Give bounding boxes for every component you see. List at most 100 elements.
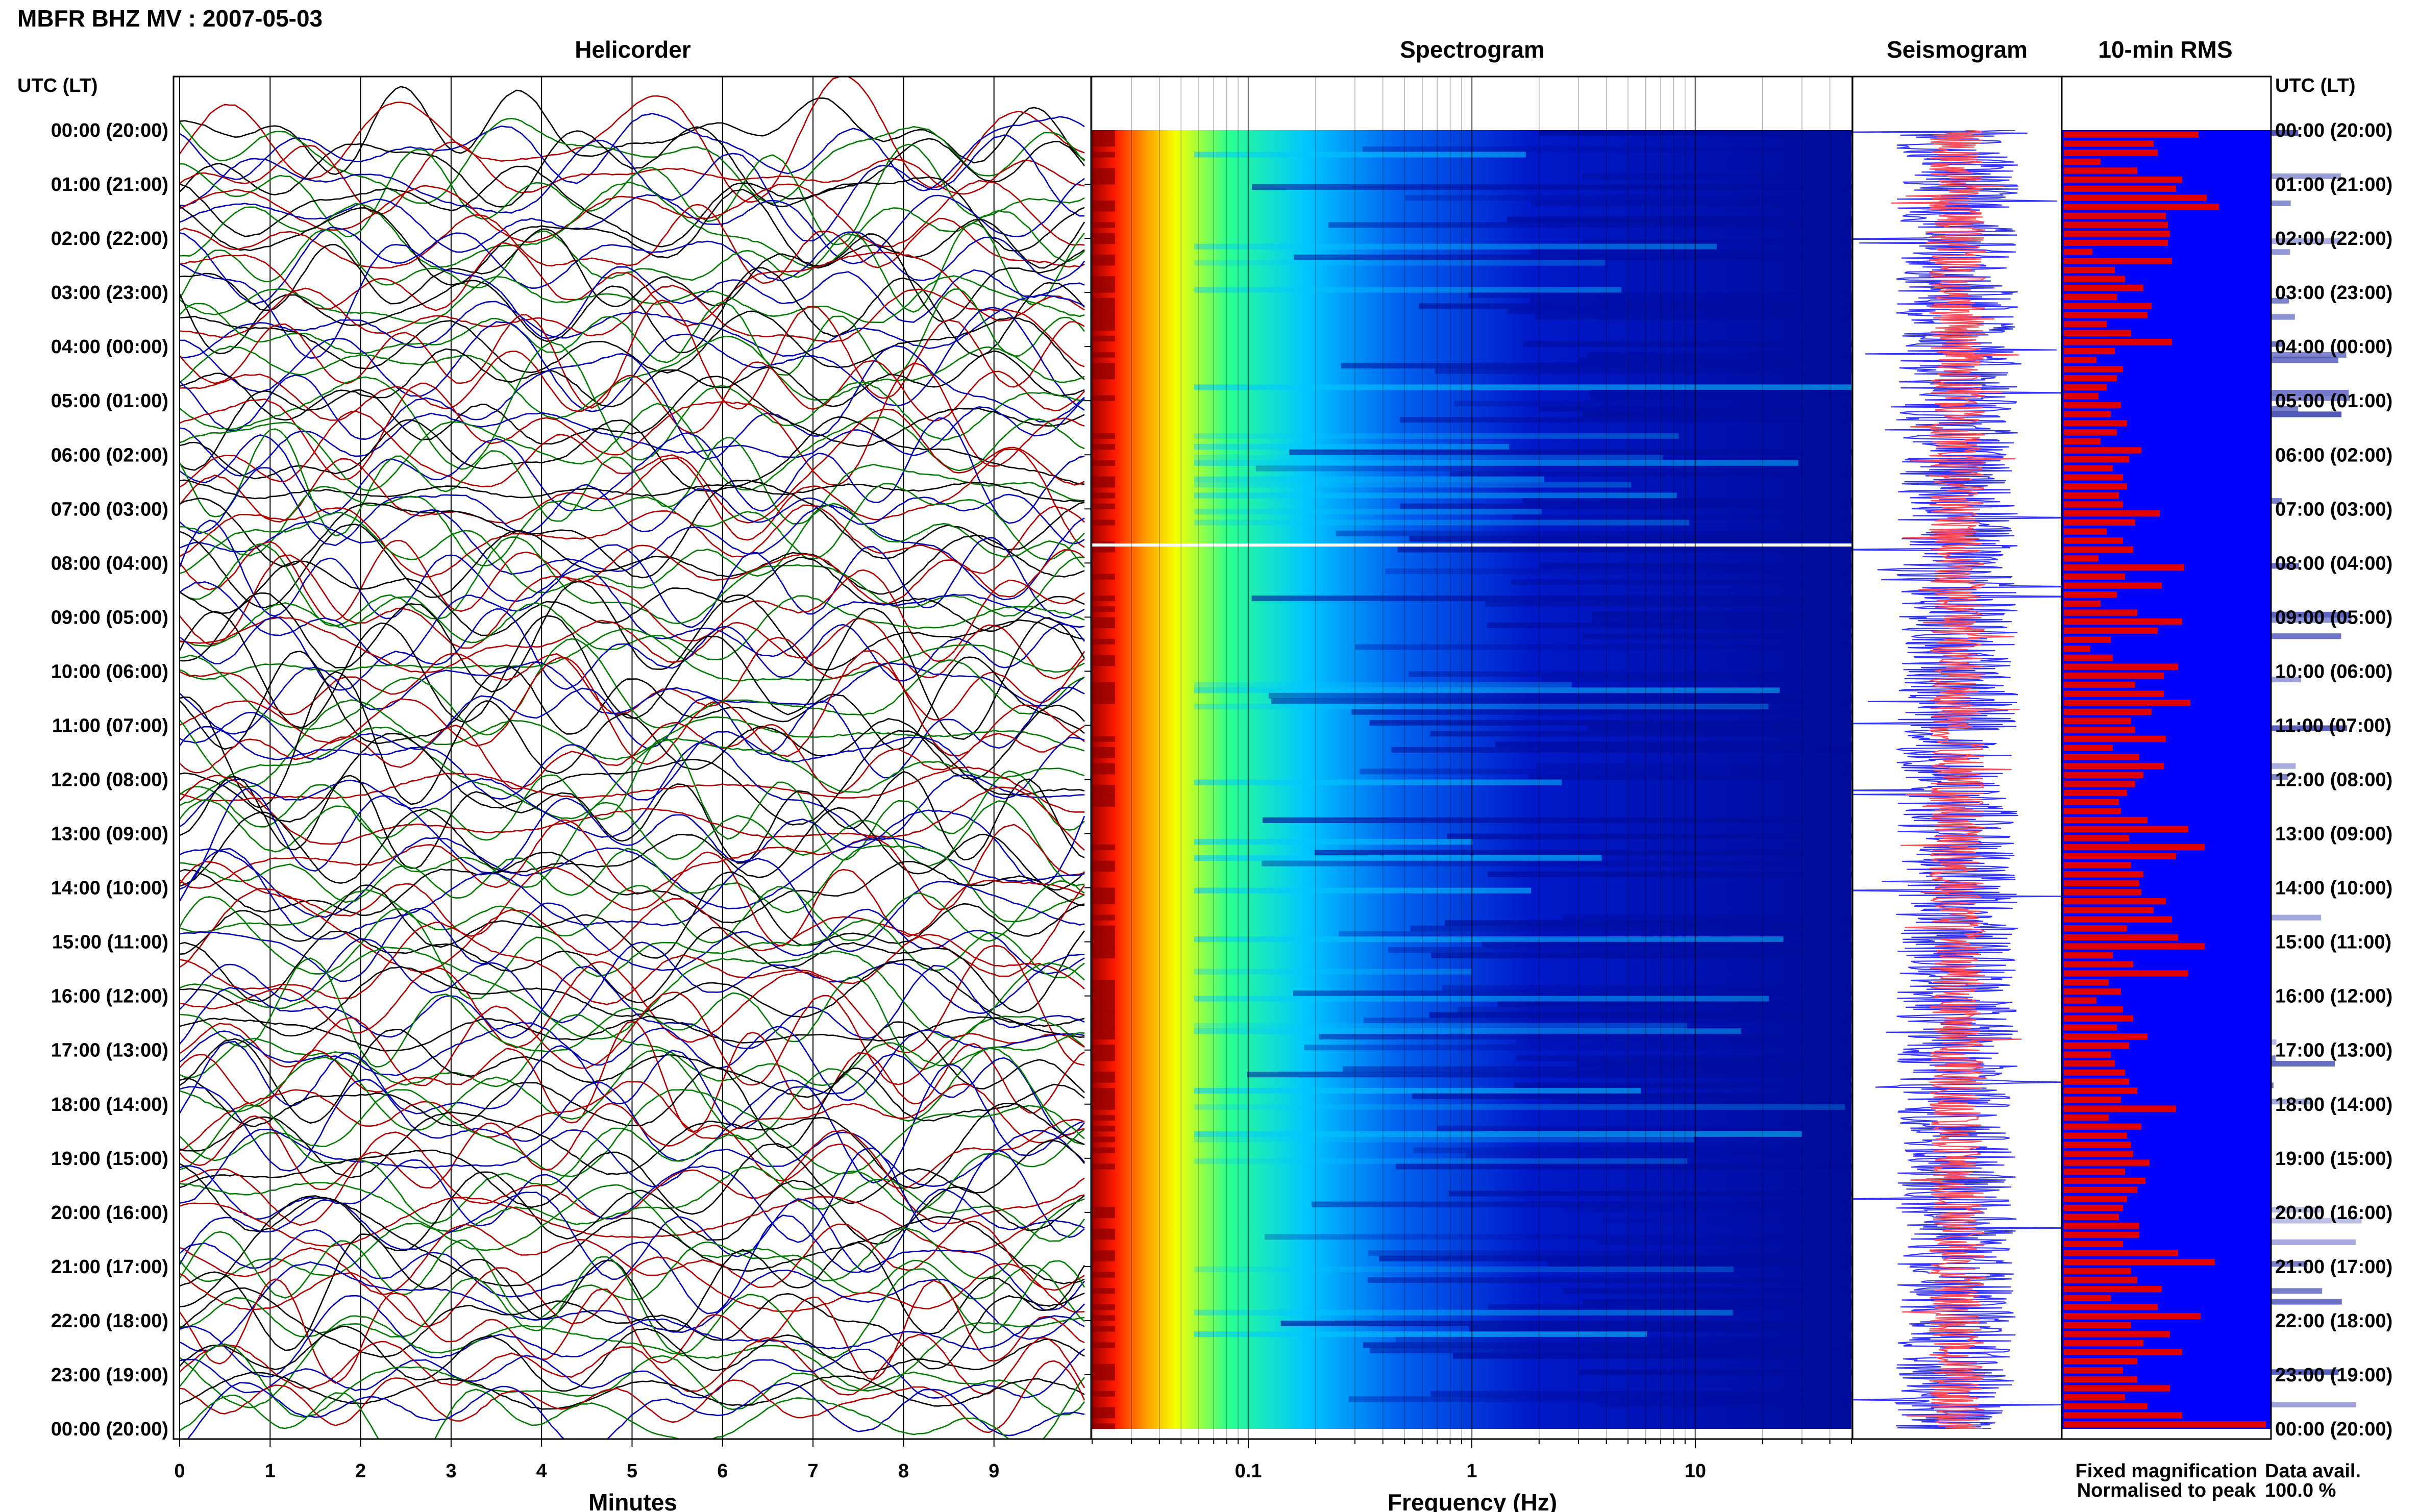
spectrogram-row xyxy=(1194,1104,1845,1110)
figure-title: MBFR BHZ MV : 2007-05-03 xyxy=(17,5,323,32)
rms-bar xyxy=(2064,348,2115,355)
helicorder-trace xyxy=(179,228,1085,323)
rms-bar xyxy=(2064,1196,2127,1202)
spectrogram-row xyxy=(1092,990,1115,997)
rms-bar xyxy=(2064,762,2164,770)
helicorder-trace xyxy=(179,1015,1085,1052)
time-label-left: 19:00 (15:00) xyxy=(51,1148,168,1170)
rms-bar xyxy=(2064,1250,2178,1256)
spectrogram-row xyxy=(1092,801,1115,807)
rms-bar xyxy=(2064,979,2109,986)
time-label-left: 18:00 (14:00) xyxy=(51,1094,168,1116)
rms-bar xyxy=(2064,681,2135,688)
helicorder-trace xyxy=(179,1103,1085,1189)
helicorder-tick-label: 3 xyxy=(446,1460,456,1482)
spectrogram-row xyxy=(1092,206,1115,212)
spectrogram-row xyxy=(1092,622,1115,629)
right-time-labels: 00:00 (20:00) 01:00 (21:00) 02:00 (22:00) 0… xyxy=(2275,120,2392,1440)
rms-bar xyxy=(2064,483,2127,490)
rms-bar xyxy=(2064,844,2205,851)
spectrogram-row xyxy=(1449,1191,2209,1197)
spectrogram-row xyxy=(1363,146,2122,152)
rms-bar xyxy=(2064,258,2172,264)
spectrogram-row xyxy=(1092,893,1115,899)
helicorder-trace xyxy=(179,165,1085,252)
helicorder-trace xyxy=(179,671,1085,809)
spectrogram-row xyxy=(1194,384,1852,390)
helicorder-trace xyxy=(179,1360,1085,1433)
helicorder-trace xyxy=(179,921,1085,1005)
spectrogram-row xyxy=(1092,1326,1115,1332)
spectrogram-row xyxy=(1194,1023,1687,1029)
data-avail-label: Data avail. xyxy=(2265,1460,2361,1482)
time-label-left: 10:00 (06:00) xyxy=(51,661,168,682)
rms-bar xyxy=(2064,636,2111,643)
helicorder-trace xyxy=(179,1081,1085,1152)
rms-bar xyxy=(2064,293,2117,301)
rms-bar xyxy=(2064,781,2135,787)
spectrogram-row xyxy=(1280,1320,2040,1327)
helicorder-trace xyxy=(179,483,1085,566)
spectrogram-row xyxy=(1092,698,1115,704)
spectrogram-row xyxy=(1194,839,1473,845)
rms-bar xyxy=(2064,934,2178,940)
helicorder-trace xyxy=(179,222,1085,313)
spectrogram-row xyxy=(1092,1077,1115,1083)
rms-bar xyxy=(2064,663,2178,670)
spectrogram-row xyxy=(1194,460,1798,466)
rms-bar xyxy=(2064,1150,2133,1157)
rms-bar xyxy=(2064,1421,2266,1428)
spectrogram-row xyxy=(1194,260,1605,266)
spectrogram-row xyxy=(1194,476,1544,482)
spectrogram-row xyxy=(1469,1326,2229,1332)
spectrogram-row xyxy=(1092,1033,1115,1039)
spectrogram-row xyxy=(1262,860,2021,866)
helicorder-trace xyxy=(179,416,1085,492)
spectrogram-row xyxy=(1264,1234,2024,1240)
helicorder-trace xyxy=(179,1256,1085,1359)
rms-title: 10-min RMS xyxy=(2098,36,2232,63)
rms-bar xyxy=(2064,1024,2117,1031)
helicorder-trace xyxy=(179,964,1085,1049)
spectrogram-row xyxy=(1194,433,1679,439)
rms-bar xyxy=(2064,1349,2182,1355)
spectrogram-row xyxy=(1092,1093,1115,1099)
rms-bar xyxy=(2064,204,2219,210)
spectrogram-row xyxy=(1092,1147,1115,1153)
spectrogram-row xyxy=(1092,352,1115,358)
rms-bar xyxy=(2064,330,2131,336)
spectrogram-row xyxy=(1468,292,2228,299)
helicorder-trace xyxy=(179,608,1085,740)
time-label-left: 08:00 (04:00) xyxy=(51,553,168,574)
spectrogram-row xyxy=(1447,833,2207,839)
rms-bar xyxy=(2064,997,2096,1004)
helicorder-trace xyxy=(179,294,1085,359)
rms-bar xyxy=(2064,1295,2111,1301)
helicorder-trace xyxy=(179,650,1085,751)
rms-bar xyxy=(2064,961,2133,968)
spectrogram-row xyxy=(1092,503,1115,509)
rms-bar xyxy=(2064,627,2158,634)
time-label-left: 17:00 (13:00) xyxy=(51,1040,168,1061)
spectrogram-row xyxy=(1339,931,2099,937)
spectrogram-row xyxy=(1194,682,1572,688)
helicorder-trace xyxy=(179,567,1085,666)
helicorder-trace xyxy=(179,766,1085,813)
helicorder-trace xyxy=(179,503,1085,593)
rms-bar xyxy=(2064,239,2168,246)
spectrogram-row xyxy=(1092,1391,1115,1397)
helicorder-trace xyxy=(179,807,1085,891)
rms-bar xyxy=(2064,1223,2139,1229)
spectrogram-row xyxy=(1445,920,2205,926)
spectrogram-row xyxy=(1092,898,1115,904)
spectrogram-row xyxy=(1092,168,1115,174)
rms-bar xyxy=(2064,1078,2129,1085)
rms-bar xyxy=(2064,1159,2150,1166)
rms-bar xyxy=(2064,221,2168,228)
spectrogram-row xyxy=(1419,303,2179,309)
helicorder-x-axis-label: Minutes xyxy=(588,1489,677,1512)
helicorder-trace xyxy=(179,428,1085,537)
rms-bar xyxy=(2064,862,2131,869)
spectrogram-row xyxy=(1360,769,2119,775)
spectrogram-row xyxy=(1092,260,1115,266)
